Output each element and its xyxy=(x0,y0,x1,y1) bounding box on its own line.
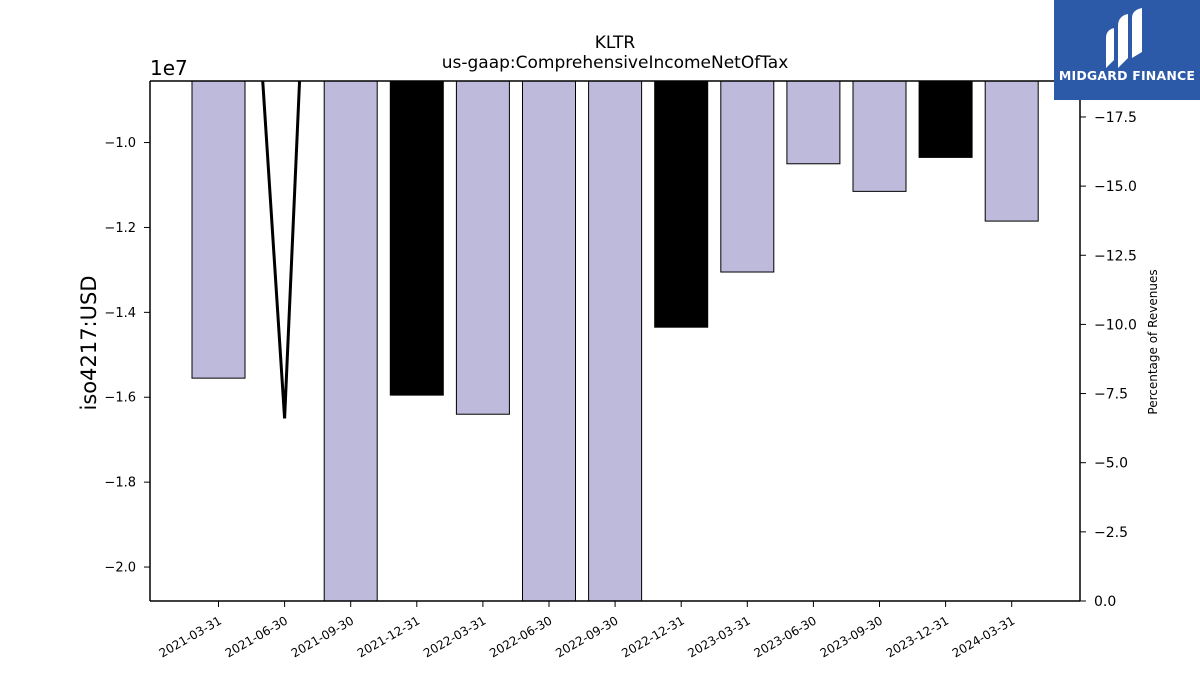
logo-text: MIDGARD FINANCE xyxy=(1058,68,1196,83)
x-tick-label: 2021-12-31 xyxy=(355,613,422,660)
y-axis-label: iso4217:USD xyxy=(77,275,101,410)
y-right-tick-label: −10.0 xyxy=(1094,317,1137,333)
y-right-tick-label: −2.5 xyxy=(1094,525,1128,541)
y-tick-label: −1.2 xyxy=(104,221,136,236)
bar xyxy=(588,81,643,601)
chart-subtitle: us-gaap:ComprehensiveIncomeNetOfTax xyxy=(442,53,789,73)
x-tick-label: 2021-06-30 xyxy=(223,613,290,660)
x-tick-label: 2023-12-31 xyxy=(884,613,951,660)
bar xyxy=(191,81,246,379)
y-right-tick-label: −7.5 xyxy=(1094,387,1128,403)
x-tick-label: 2024-03-31 xyxy=(950,613,1017,660)
bar xyxy=(720,81,775,273)
y-right-tick-label: 0.0 xyxy=(1094,594,1116,610)
x-tick-label: 2023-09-30 xyxy=(818,613,885,660)
y-tick-label: −1.4 xyxy=(104,306,136,321)
x-tick-label: 2022-06-30 xyxy=(487,613,554,660)
y-offset-label: 1e7 xyxy=(150,56,188,80)
x-tick-label: 2023-06-30 xyxy=(751,613,818,660)
y-tick-label: −2.0 xyxy=(104,561,136,576)
y-right-axis-label: Percentage of Revenues xyxy=(1146,269,1160,414)
bar xyxy=(786,81,841,165)
y-right-tick-label: −15.0 xyxy=(1094,179,1137,195)
bar xyxy=(918,81,973,158)
bar xyxy=(522,81,576,601)
bar xyxy=(389,81,444,396)
bar xyxy=(852,81,907,192)
y-tick-label: −1.0 xyxy=(104,136,136,151)
chart-title: KLTR xyxy=(595,33,636,53)
y-tick-label: −1.8 xyxy=(104,476,136,491)
percent-line xyxy=(261,81,302,419)
plot-area xyxy=(191,81,1039,601)
x-tick-label: 2022-09-30 xyxy=(553,613,620,660)
logo-mark-icon xyxy=(1106,8,1142,68)
bar xyxy=(323,81,378,601)
bar xyxy=(654,81,709,328)
brand-logo: MIDGARD FINANCE xyxy=(1054,0,1200,100)
x-tick-label: 2022-03-31 xyxy=(421,613,488,660)
x-tick-label: 2021-09-30 xyxy=(289,613,356,660)
bar xyxy=(455,81,510,415)
y-right-tick-label: −17.5 xyxy=(1094,110,1137,126)
y-right-tick-label: −12.5 xyxy=(1094,248,1137,264)
x-tick-label: 2023-03-31 xyxy=(685,613,752,660)
y-tick-label: −1.6 xyxy=(104,391,136,406)
x-tick-label: 2021-03-31 xyxy=(157,613,224,660)
y-right-tick-label: −5.0 xyxy=(1094,456,1128,472)
x-tick-label: 2022-12-31 xyxy=(619,613,686,660)
bar xyxy=(984,81,1039,222)
